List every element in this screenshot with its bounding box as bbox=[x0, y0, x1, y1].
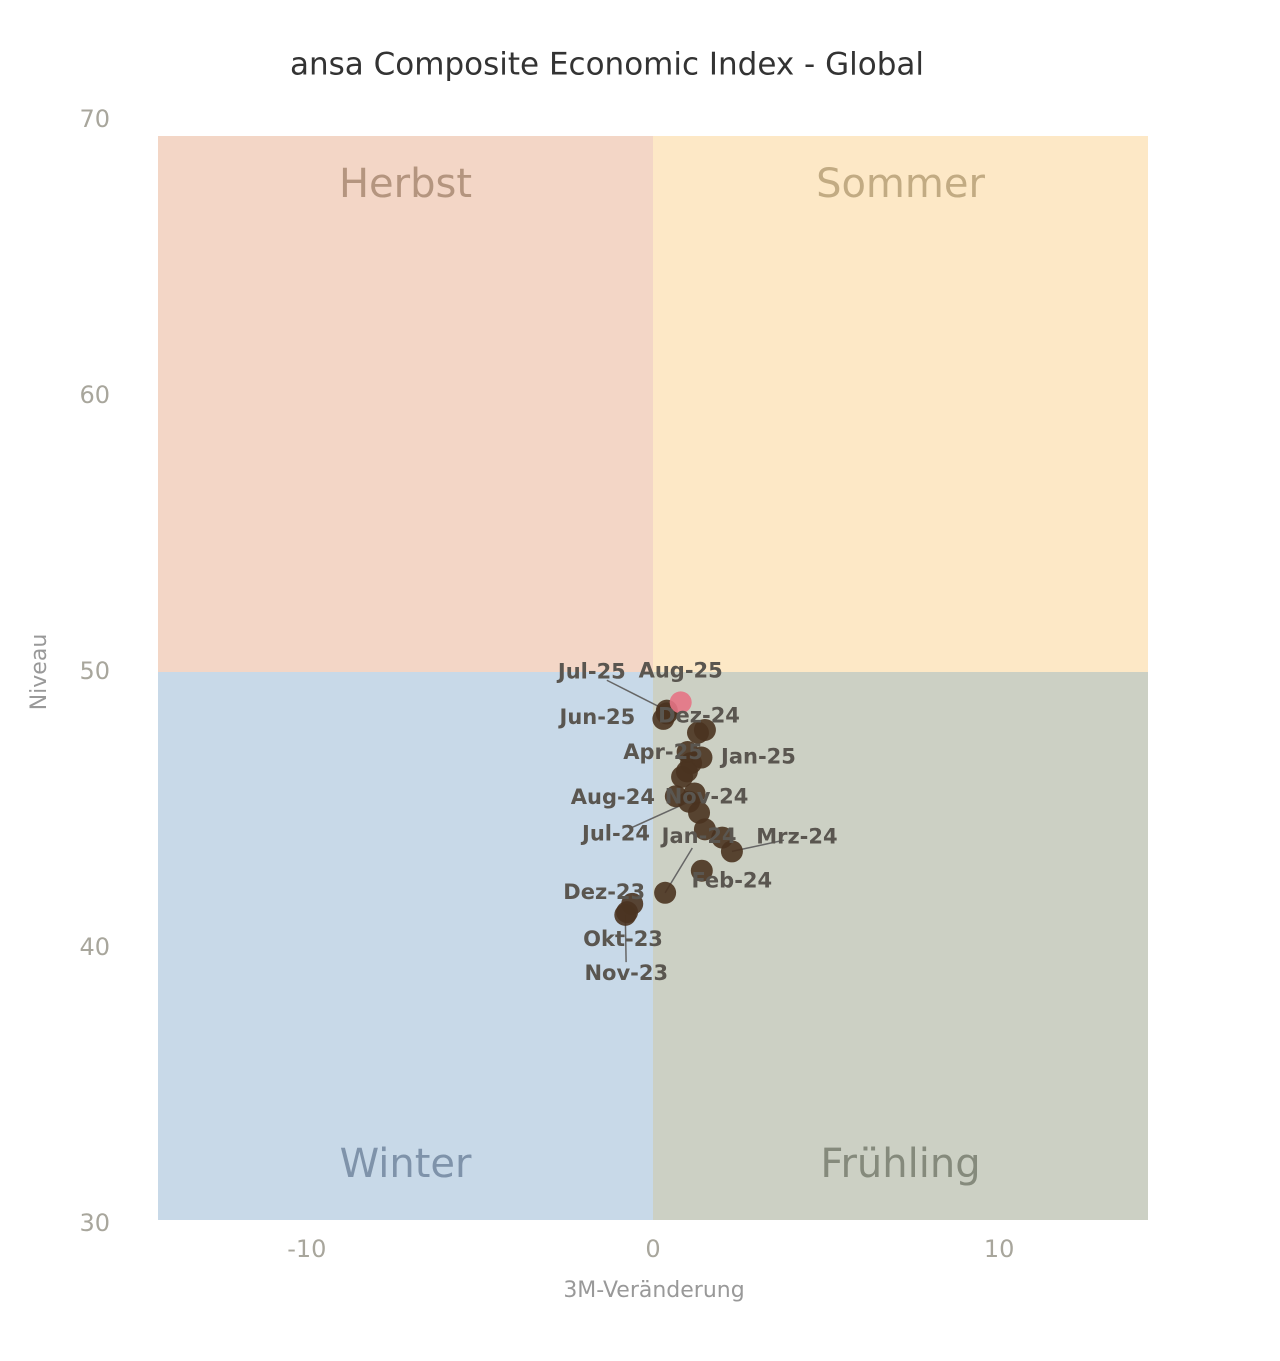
point bbox=[621, 892, 644, 915]
quadrant bbox=[158, 136, 653, 672]
leader-line bbox=[606, 679, 668, 712]
quadrant-label: Frühling bbox=[820, 1141, 980, 1187]
point bbox=[693, 818, 716, 841]
point-label: Jul-25 bbox=[556, 660, 626, 684]
point-label: Jan-24 bbox=[660, 824, 737, 848]
quadrant-label: Winter bbox=[340, 1141, 472, 1187]
point bbox=[693, 718, 716, 741]
x-tick-label: 0 bbox=[645, 1235, 660, 1263]
point-label: Dez-23 bbox=[563, 880, 645, 904]
point bbox=[664, 785, 687, 808]
point-label: Okt-23 bbox=[583, 927, 663, 951]
y-tick-label: 40 bbox=[79, 933, 110, 961]
point-label: Feb-24 bbox=[691, 869, 772, 893]
y-tick-label: 30 bbox=[79, 1209, 110, 1237]
point bbox=[680, 752, 703, 775]
point-label: Jan-25 bbox=[719, 745, 796, 769]
point-label: Apr-25 bbox=[623, 740, 703, 764]
point-label: Aug-24 bbox=[571, 785, 655, 809]
quadrant-label: Sommer bbox=[816, 161, 985, 207]
chart-title: ansa Composite Economic Index - Global bbox=[290, 47, 924, 83]
quadrant bbox=[653, 672, 1148, 1220]
point-label: Jul-24 bbox=[580, 822, 650, 846]
point-label: Mrz-24 bbox=[756, 824, 837, 848]
y-tick-label: 70 bbox=[79, 105, 110, 133]
x-tick-label: 10 bbox=[984, 1235, 1015, 1263]
point-label: Nov-24 bbox=[665, 784, 749, 808]
x-tick-label: -10 bbox=[287, 1235, 326, 1263]
point bbox=[690, 859, 713, 882]
x-axis-title: 3M-Veränderung bbox=[563, 1278, 744, 1303]
quadrant bbox=[653, 136, 1148, 672]
point-label: Jun-25 bbox=[558, 705, 636, 729]
quadrant-label: Herbst bbox=[339, 161, 472, 207]
point bbox=[711, 826, 734, 849]
point-label: Aug-25 bbox=[639, 658, 723, 682]
y-tick-label: 60 bbox=[79, 381, 110, 409]
point bbox=[683, 782, 706, 805]
y-axis-title: Niveau bbox=[27, 634, 52, 711]
y-tick-label: 50 bbox=[79, 657, 110, 685]
point bbox=[654, 881, 677, 904]
point-label: Nov-23 bbox=[584, 961, 668, 985]
quadrant bbox=[158, 672, 653, 1220]
point-label: Dez-24 bbox=[658, 704, 740, 728]
point bbox=[669, 691, 692, 714]
